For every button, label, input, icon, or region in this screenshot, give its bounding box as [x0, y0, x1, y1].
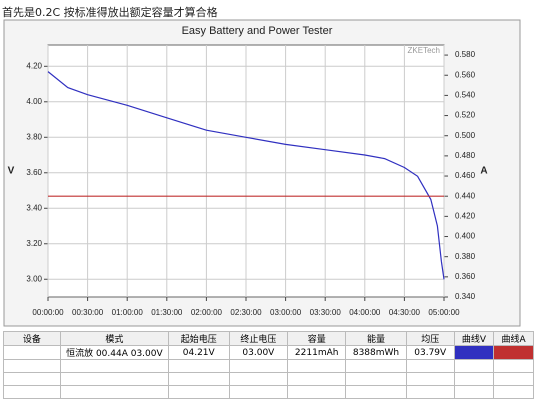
x-tick-label: 03:00:00 — [270, 308, 302, 317]
table-cell: 曲线A — [493, 331, 534, 346]
table-row: 设备 模式 起始电压 终止电压 容量 能量 均压 曲线V 曲线A — [3, 331, 534, 346]
y2-tick-label: 0.500 — [455, 131, 476, 140]
table-cell — [345, 372, 407, 386]
table-cell — [3, 345, 61, 360]
table-cell — [405, 385, 455, 399]
chart: Easy Battery and Power Tester ZKETech V … — [3, 19, 521, 327]
chart-title: Easy Battery and Power Tester — [182, 25, 333, 37]
x-tick-label: 01:30:00 — [151, 308, 183, 317]
table-cell: 2211mAh — [287, 345, 347, 360]
table-cell: 能量 — [345, 331, 407, 346]
y2-tick-label: 0.460 — [455, 171, 476, 180]
table-cell: 终止电压 — [228, 331, 289, 346]
table-cell — [59, 359, 169, 373]
y-tick-label: 3.40 — [26, 203, 42, 212]
y-tick-label: 4.20 — [26, 61, 42, 70]
y2-tick-label: 0.420 — [455, 211, 476, 220]
y2-tick-label: 0.380 — [455, 252, 476, 261]
x-tick-label: 00:00:00 — [32, 308, 64, 317]
table-row — [3, 372, 534, 386]
x-tick-label: 00:30:00 — [72, 308, 104, 317]
y2-tick-label: 0.440 — [455, 191, 476, 200]
table-cell — [167, 385, 230, 399]
table-cell: 设备 — [3, 331, 61, 346]
table-cell — [167, 372, 230, 386]
table-row — [3, 359, 534, 373]
table-cell — [228, 372, 289, 386]
y-tick-label: 3.20 — [26, 239, 42, 248]
table-row — [3, 385, 534, 399]
y-axis-label: V — [8, 166, 15, 177]
table-cell — [228, 385, 289, 399]
table-cell — [493, 372, 534, 386]
table-cell — [493, 359, 534, 373]
table-cell: 恒流放 00.44A 03.00V — [59, 345, 169, 360]
x-tick-label: 04:30:00 — [389, 308, 421, 317]
table-cell — [3, 385, 61, 399]
curve-swatch — [493, 345, 534, 360]
y2-tick-label: 0.340 — [455, 292, 476, 301]
table-cell — [287, 372, 347, 386]
table-cell — [59, 385, 169, 399]
table-cell — [3, 359, 61, 373]
table-cell — [453, 385, 495, 399]
table-cell — [228, 359, 289, 373]
y2-tick-label: 0.360 — [455, 272, 476, 281]
y2-tick-label: 0.540 — [455, 91, 476, 100]
table-cell — [167, 359, 230, 373]
table-cell — [453, 372, 495, 386]
y-tick-label: 3.00 — [26, 274, 42, 283]
y-tick-label: 3.60 — [26, 168, 42, 177]
table-cell: 04.21V — [167, 345, 230, 360]
watermark: ZKETech — [408, 46, 440, 55]
table-cell: 起始电压 — [167, 331, 230, 346]
table-cell — [345, 385, 407, 399]
caption: 首先是0.2C 按标准得放出额定容量才算合格 — [2, 6, 218, 19]
x-tick-label: 04:00:00 — [349, 308, 381, 317]
table-cell: 容量 — [287, 331, 347, 346]
y2-tick-label: 0.480 — [455, 151, 476, 160]
x-tick-label: 02:30:00 — [230, 308, 262, 317]
series-line — [47, 71, 445, 280]
table-cell — [59, 372, 169, 386]
table-cell: 8388mWh — [345, 345, 407, 360]
y-tick-label: 4.00 — [26, 97, 42, 106]
y2-tick-label: 0.520 — [455, 111, 476, 120]
table-cell — [493, 385, 534, 399]
table-cell: 03.79V — [405, 345, 455, 360]
x-tick-label: 03:30:00 — [310, 308, 342, 317]
table-cell: 03.00V — [228, 345, 289, 360]
x-tick-label: 01:00:00 — [112, 308, 144, 317]
table-row: 恒流放 00.44A 03.00V 04.21V 03.00V 2211mAh 8388… — [3, 345, 534, 360]
y-tick-label: 3.80 — [26, 132, 42, 141]
x-tick-label: 05:00:00 — [428, 308, 460, 317]
curve-swatch — [453, 345, 495, 360]
table-cell: 曲线V — [453, 331, 495, 346]
table-cell — [345, 359, 407, 373]
y2-tick-label: 0.400 — [455, 232, 476, 241]
table-cell: 模式 — [59, 331, 169, 346]
y2-axis-label: A — [480, 166, 487, 177]
x-tick-label: 02:00:00 — [191, 308, 223, 317]
table-cell — [453, 359, 495, 373]
table-cell — [3, 372, 61, 386]
table-cell — [405, 359, 455, 373]
table-cell: 均压 — [405, 331, 455, 346]
y2-tick-label: 0.560 — [455, 70, 476, 79]
result-table: 设备 模式 起始电压 终止电压 容量 能量 均压 曲线V 曲线A 恒流放 00.44A 03.00… — [3, 331, 534, 399]
table-cell — [287, 385, 347, 399]
table-cell — [287, 359, 347, 373]
y2-tick-label: 0.580 — [455, 50, 476, 59]
table-cell — [405, 372, 455, 386]
